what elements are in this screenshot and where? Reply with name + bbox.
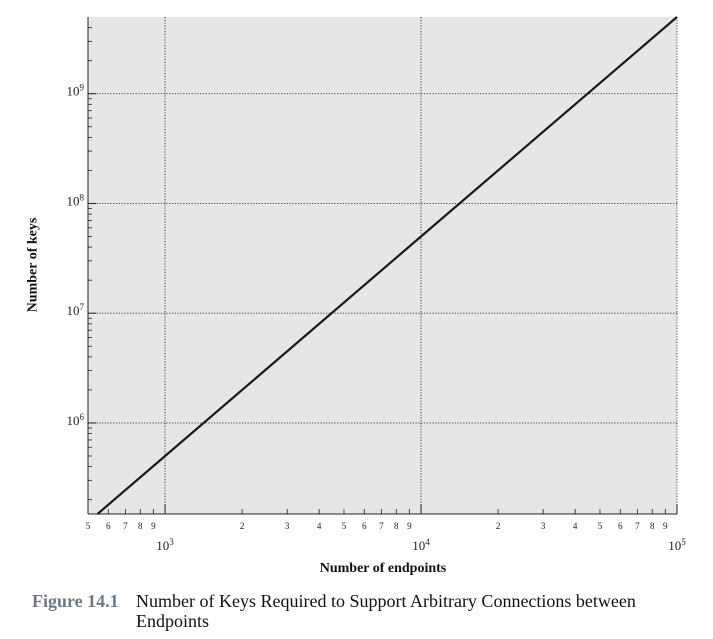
x-minor-tick-label: 8 bbox=[394, 521, 399, 531]
x-minor-tick-label: 4 bbox=[573, 521, 578, 531]
x-minor-tick-label: 9 bbox=[151, 521, 156, 531]
x-minor-tick-label: 5 bbox=[342, 521, 347, 531]
x-minor-tick-label: 7 bbox=[635, 521, 640, 531]
y-tick-label: 107 bbox=[67, 302, 85, 318]
y-tick-label: 109 bbox=[67, 83, 85, 99]
x-minor-tick-label: 2 bbox=[496, 521, 501, 531]
y-axis-title-text: Number of keys bbox=[25, 217, 41, 313]
x-minor-tick-label: 8 bbox=[650, 521, 655, 531]
x-minor-tick-label: 6 bbox=[618, 521, 623, 531]
x-minor-tick-label: 3 bbox=[285, 521, 290, 531]
x-tick-label: 105 bbox=[668, 537, 686, 553]
figure-title: Number of Keys Required to Support Arbit… bbox=[136, 591, 636, 631]
x-minor-tick-label: 5 bbox=[86, 521, 91, 531]
x-minor-tick-label: 9 bbox=[407, 521, 412, 531]
x-minor-tick-label: 9 bbox=[663, 521, 668, 531]
y-tick-label: 108 bbox=[67, 192, 85, 208]
figure-caption: Figure 14.1 Number of Keys Required to S… bbox=[32, 591, 702, 631]
x-minor-tick-label: 2 bbox=[240, 521, 245, 531]
data-series-line bbox=[96, 16, 678, 515]
y-axis-title: Number of keys bbox=[18, 170, 48, 360]
x-minor-tick-label: 7 bbox=[123, 521, 128, 531]
x-minor-tick-label: 5 bbox=[598, 521, 603, 531]
figure-number: Figure 14.1 bbox=[32, 591, 119, 611]
x-minor-tick-label: 6 bbox=[362, 521, 367, 531]
y-tick-label: 106 bbox=[67, 412, 85, 428]
x-tick-label: 104 bbox=[412, 537, 430, 553]
x-minor-tick-label: 8 bbox=[138, 521, 143, 531]
x-tick-label: 103 bbox=[156, 537, 174, 553]
x-axis-title: Number of endpoints bbox=[319, 561, 447, 576]
x-minor-tick-label: 3 bbox=[541, 521, 546, 531]
x-minor-tick-label: 4 bbox=[317, 521, 322, 531]
x-minor-tick-label: 6 bbox=[106, 521, 111, 531]
x-minor-tick-label: 7 bbox=[379, 521, 384, 531]
